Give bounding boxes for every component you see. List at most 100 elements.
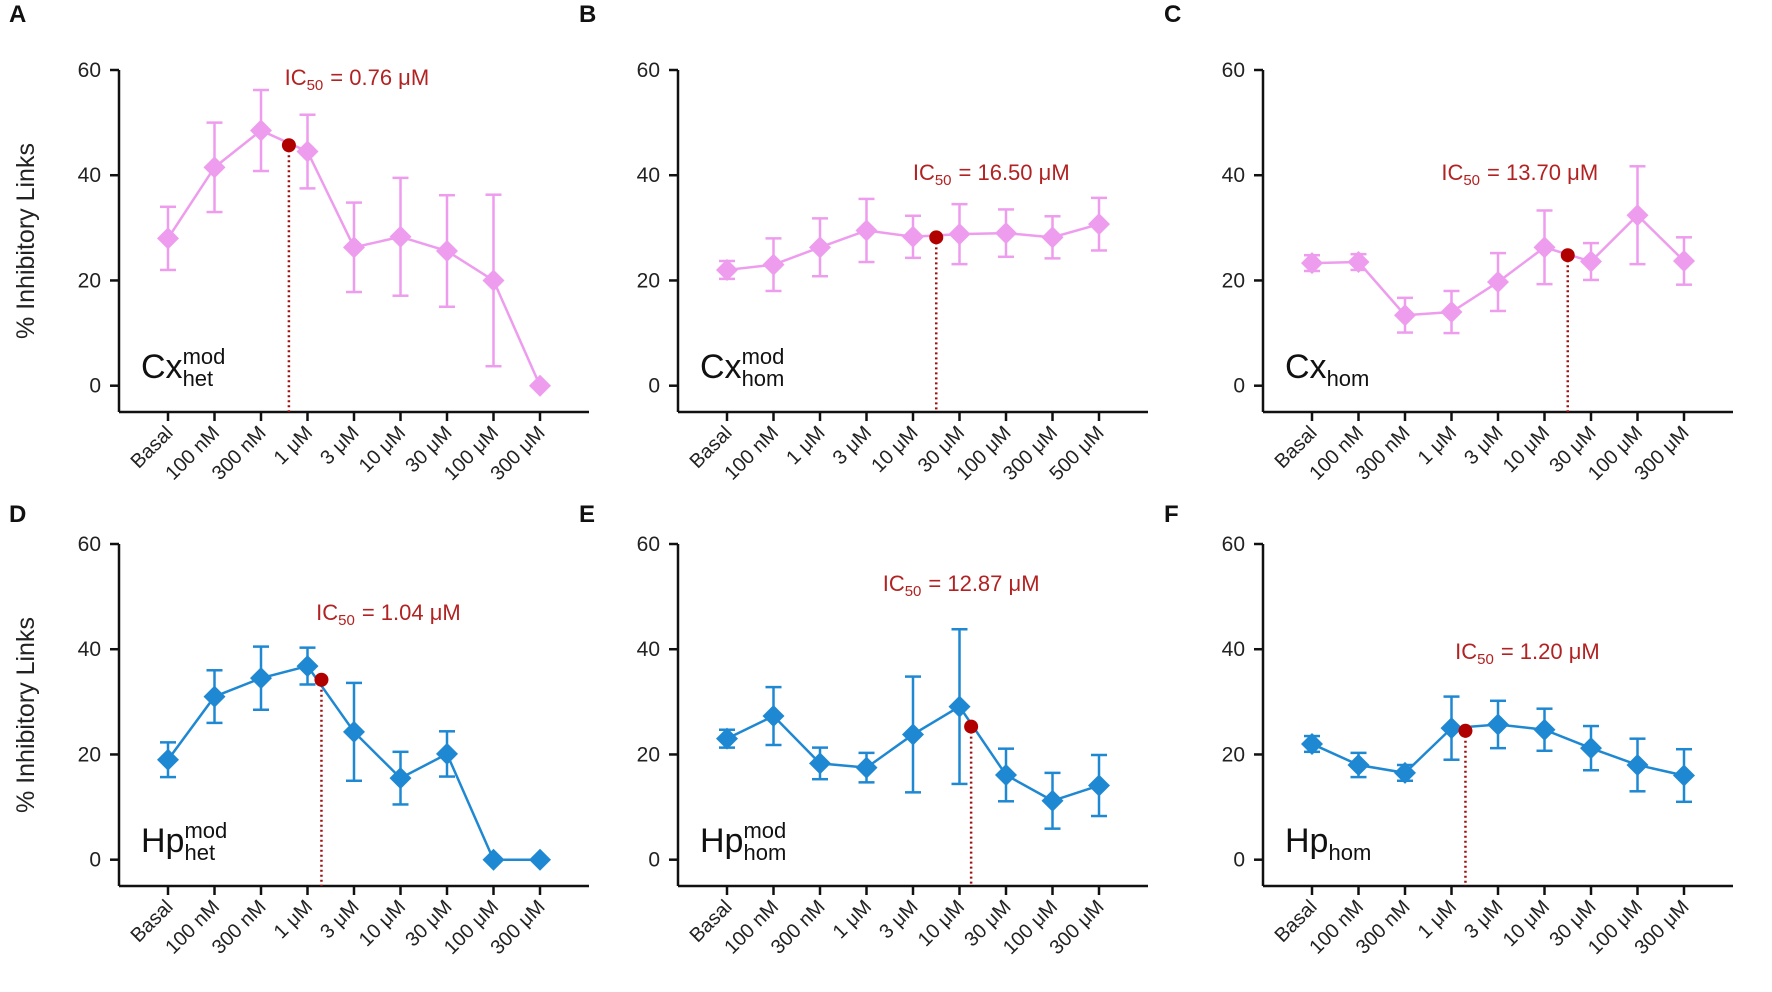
data-point [855, 219, 878, 242]
panel-label: Cxmod hom [700, 344, 784, 391]
ic50-point [929, 230, 944, 245]
ic50-text: = 0.76 μM [330, 65, 429, 90]
x-tick-label: 10 μM [914, 896, 969, 951]
ic50-prefix: IC [913, 160, 935, 185]
y-tick-label: 20 [78, 269, 101, 292]
data-point [1394, 304, 1416, 327]
data-point [716, 258, 738, 281]
data-point [296, 140, 319, 163]
y-tick-label: 20 [1222, 743, 1245, 766]
data-point [809, 752, 831, 775]
ic50-point [281, 138, 296, 153]
data-point [1533, 718, 1556, 741]
label-sub: hom [1328, 840, 1371, 865]
y-tick-label: 60 [637, 533, 660, 556]
data-point [1580, 250, 1602, 273]
data-point [1088, 774, 1110, 797]
x-tick-label: 10 μM [355, 422, 410, 477]
x-tick-label: 1 μM [782, 422, 829, 469]
y-tick-label: 20 [78, 743, 101, 766]
data-point [995, 763, 1017, 786]
x-tick-label: 1 μM [1414, 896, 1461, 943]
label-base: Cx [700, 348, 742, 386]
label-sup: mod [183, 344, 226, 369]
y-tick-label: 0 [89, 375, 101, 398]
data-point [1673, 249, 1695, 272]
y-tick-label: 60 [78, 533, 101, 556]
panel-label: Hphom [1285, 822, 1371, 865]
ic50-sub: 50 [1463, 172, 1480, 189]
data-point [1347, 753, 1370, 776]
ic50-annotation: IC50 = 0.76 μM [285, 65, 430, 94]
data-point [482, 848, 505, 871]
data-point [1088, 213, 1110, 236]
y-tick-label: 60 [637, 59, 660, 82]
ic50-prefix: IC [285, 65, 307, 90]
data-point [1487, 713, 1509, 736]
ic50-sub: 50 [338, 612, 355, 629]
ic50-annotation: IC50 = 13.70 μM [1441, 160, 1598, 189]
y-tick-label: 40 [637, 164, 660, 187]
y-tick-label: 0 [89, 849, 101, 872]
y-tick-label: 40 [1222, 164, 1245, 187]
data-point [203, 685, 226, 708]
panel-letter: E [579, 501, 595, 528]
data-point [250, 119, 272, 142]
data-point [1487, 271, 1509, 294]
x-tick-label: 1 μM [1414, 422, 1461, 469]
y-tick-label: 0 [1233, 849, 1245, 872]
data-point [1394, 761, 1416, 784]
label-sub: het [184, 840, 215, 865]
data-point [529, 374, 551, 397]
label-sub: hom [742, 366, 785, 391]
ic50-point [1458, 723, 1473, 738]
data-point [902, 723, 924, 746]
panel-letter: F [1164, 501, 1179, 528]
y-tick-label: 60 [78, 59, 101, 82]
panel-letter: C [1164, 1, 1181, 28]
y-tick-label: 20 [637, 269, 660, 292]
y-axis-label: % Inhibitory Links [12, 143, 40, 339]
y-axis-label: % Inhibitory Links [12, 617, 40, 813]
panel-letter: D [9, 501, 26, 528]
label-base: Hp [1285, 822, 1328, 860]
ic50-annotation: IC50 = 1.20 μM [1455, 639, 1600, 668]
data-point [1580, 737, 1602, 760]
data-point [1041, 789, 1064, 812]
ic50-prefix: IC [316, 600, 338, 625]
y-tick-label: 0 [648, 375, 660, 398]
data-point [762, 705, 785, 728]
data-point [716, 727, 738, 750]
panel-label: Hpmod hom [700, 818, 786, 865]
data-point [343, 720, 365, 743]
ic50-point [1560, 248, 1575, 263]
data-point [855, 756, 878, 779]
panel-label: Cxhom [1285, 348, 1369, 391]
data-point [1440, 717, 1463, 740]
ic50-text: = 1.20 μM [1501, 639, 1600, 664]
y-tick-label: 60 [1222, 533, 1245, 556]
data-point [157, 748, 179, 771]
y-tick-label: 40 [1222, 638, 1245, 661]
data-point [250, 667, 272, 690]
label-base: Cx [141, 348, 183, 386]
data-point [529, 848, 551, 871]
data-point [1440, 301, 1463, 324]
ic50-sub: 50 [307, 77, 324, 94]
panel-label: Hpmod het [141, 818, 227, 865]
ic50-sub: 50 [1477, 651, 1494, 668]
ic50-point [964, 719, 979, 734]
ic50-sub: 50 [935, 172, 952, 189]
y-tick-label: 20 [637, 743, 660, 766]
label-sub: hom [743, 840, 786, 865]
x-tick-label: 10 μM [1499, 896, 1554, 951]
y-tick-label: 20 [1222, 269, 1245, 292]
ic50-text: = 16.50 μM [959, 160, 1070, 185]
x-tick-label: 10 μM [867, 422, 922, 477]
data-point [1301, 732, 1323, 755]
data-point [436, 742, 458, 765]
ic50-point [314, 672, 329, 687]
label-sup: mod [743, 818, 786, 843]
data-point [1041, 226, 1064, 249]
